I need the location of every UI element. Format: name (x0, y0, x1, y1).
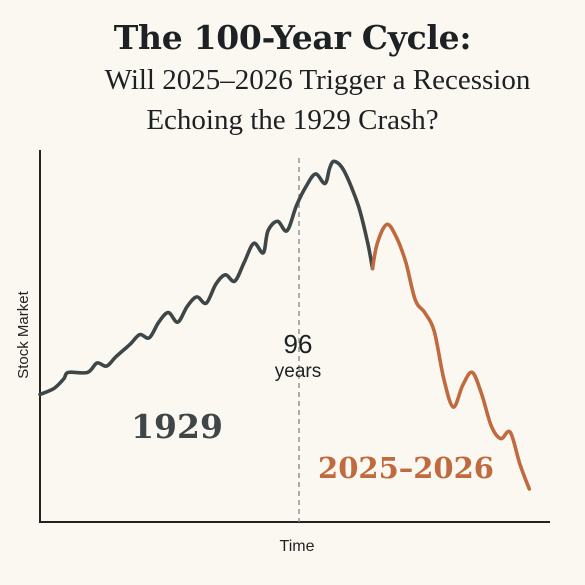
x-axis-label: Time (280, 538, 315, 555)
gap-years-number: 96 (284, 329, 313, 359)
chart-title: The 100-Year Cycle: (113, 18, 472, 57)
y-axis-label: Stock Market (15, 290, 32, 378)
series-layer (38, 159, 532, 491)
series-label-1929: 1929 (131, 407, 223, 446)
gap-years-unit: years (275, 361, 321, 382)
series-line-2025-2026 (370, 222, 532, 491)
series-label-2025-2026: 2025–2026 (318, 451, 494, 485)
chart-subtitle-line1: Will 2025–2026 Trigger a Recession (104, 64, 531, 96)
chart-subtitle-line2: Echoing the 1929 Crash? (146, 104, 439, 136)
series-line-1929 (38, 159, 375, 397)
